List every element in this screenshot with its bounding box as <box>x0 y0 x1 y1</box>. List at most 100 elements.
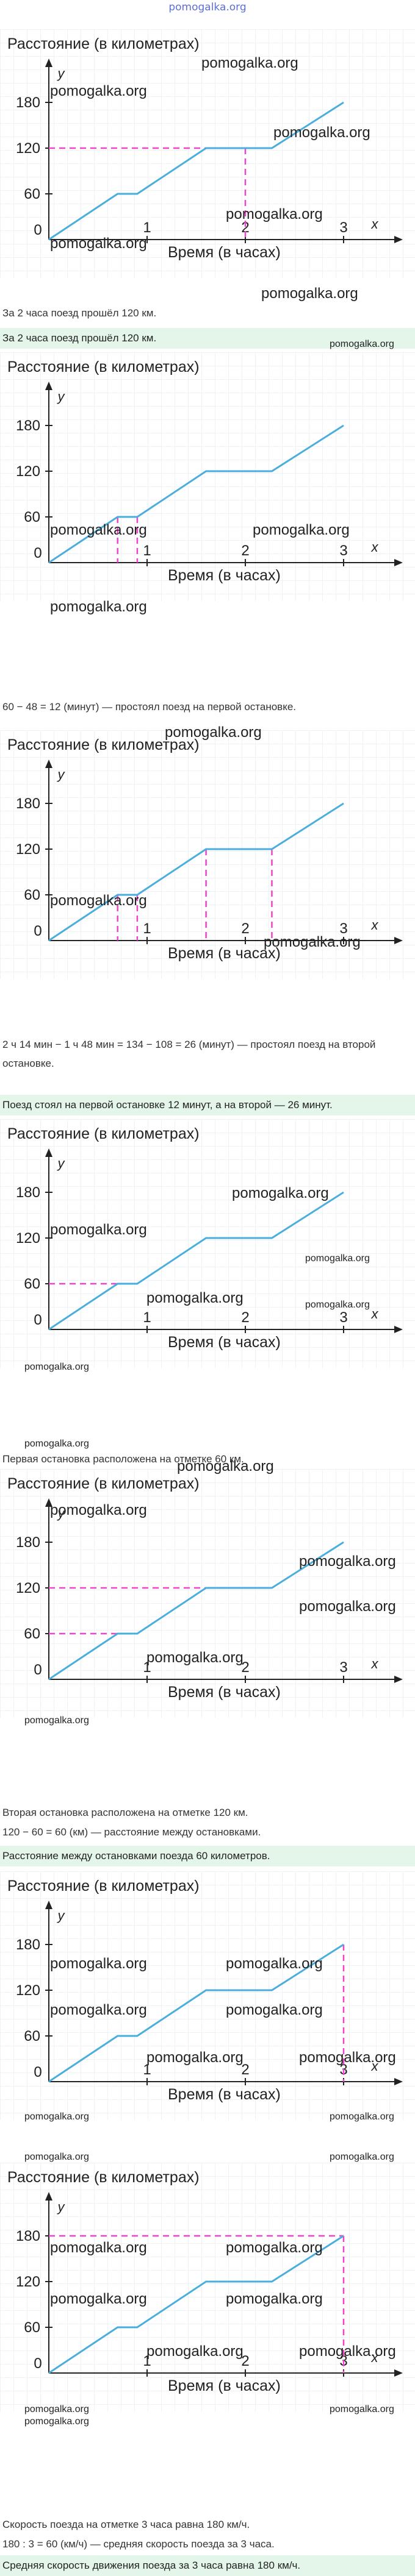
origin-label: 0 <box>34 2355 42 2372</box>
y-tick-label: 120 <box>16 1230 40 1247</box>
x-axis-arrow <box>394 236 403 243</box>
watermark: pomogalka.org <box>24 1715 89 1726</box>
series-line <box>48 1191 344 1331</box>
answer-s5: Расстояние между остановками поезда 60 к… <box>0 1846 415 1866</box>
x-tick-label: 2 <box>241 543 249 559</box>
graph-panel-1: x y 0 1 2 3 60 120 180 pomogalka.org pomogalka.o… <box>0 29 415 302</box>
watermark: pomogalka.org <box>299 1598 396 1615</box>
site-logo[interactable]: pomogalka.org <box>168 1 247 13</box>
y-axis-arrow <box>45 382 52 390</box>
watermark: pomogalka.org <box>50 1222 147 1238</box>
origin-label: 0 <box>34 222 42 238</box>
watermark: pomogalka.org <box>50 2240 147 2256</box>
x-tick-label: 1 <box>143 2353 151 2369</box>
y-tick-label: 180 <box>16 2228 40 2244</box>
y-axis-arrow <box>45 760 52 768</box>
watermark: pomogalka.org <box>50 83 147 99</box>
series-line <box>48 1943 344 2083</box>
chart-title: Расстояние (в километрах) <box>7 358 200 375</box>
graph-panel-3: x y 0 1 2 3 60 120 180 pomogalka.org pomogalka.o… <box>0 724 415 979</box>
y-axis-letter: y <box>57 66 66 81</box>
x-axis-label: Время (в часах) <box>168 567 281 584</box>
origin-label: 0 <box>34 545 42 561</box>
x-axis-arrow <box>394 1676 403 1683</box>
y-axis-letter: y <box>57 2199 66 2215</box>
watermark: pomogalka.org <box>50 2002 147 2018</box>
watermark: pomogalka.org <box>50 522 147 538</box>
y-tick-label: 60 <box>24 2028 40 2044</box>
note-s3: 2 ч 14 мин − 1 ч 48 мин = 134 − 108 = 26… <box>2 1039 376 1069</box>
watermark: pomogalka.org <box>50 1955 147 1972</box>
y-axis-letter: y <box>57 1908 66 1923</box>
x-axis-letter: x <box>371 2350 379 2365</box>
y-tick-label: 60 <box>24 887 40 903</box>
x-axis-label: Время (в часах) <box>168 1334 281 1351</box>
chart-title: Расстояние (в километрах) <box>7 1125 200 1142</box>
x-tick-label: 3 <box>339 1309 347 1326</box>
y-axis-arrow <box>45 1498 52 1507</box>
watermark: pomogalka.org <box>253 522 350 538</box>
x-tick-label: 3 <box>339 1659 347 1676</box>
x-tick-label: 1 <box>143 543 151 559</box>
graph-panel-5: x y 0 1 2 3 60 120 180 pomogalka.org pomogalka.o… <box>0 1458 415 1726</box>
x-axis-letter: x <box>371 539 379 555</box>
y-axis-arrow <box>45 59 52 67</box>
watermark: pomogalka.org <box>24 2112 89 2122</box>
watermark: pomogalka.org <box>24 2416 89 2427</box>
x-tick-label: 2 <box>241 920 249 937</box>
y-tick-label: 120 <box>16 841 40 858</box>
watermark: pomogalka.org <box>330 2112 394 2122</box>
watermark: pomogalka.org <box>264 934 361 950</box>
y-axis-letter: y <box>57 1156 66 1171</box>
x-axis-letter: x <box>371 917 379 933</box>
y-tick-label: 60 <box>24 1276 40 1292</box>
y-axis-letter: y <box>57 767 66 782</box>
series-line <box>48 802 344 942</box>
y-tick-label: 180 <box>16 1184 40 1201</box>
x-tick-label: 1 <box>143 2062 151 2078</box>
x-tick-label: 2 <box>241 219 249 236</box>
x-tick-label: 2 <box>241 1309 249 1326</box>
watermark: pomogalka.org <box>50 599 147 615</box>
watermark: pomogalka.org <box>24 1439 89 1449</box>
watermark: pomogalka.org <box>261 285 358 302</box>
note-s1: За 2 часа поезд прошёл 120 км. <box>2 307 157 319</box>
watermark: pomogalka.org <box>305 1300 370 1310</box>
x-tick-label: 2 <box>241 1659 249 1676</box>
watermark: pomogalka.org <box>24 1362 89 1372</box>
watermark: pomogalka.org <box>299 2343 396 2360</box>
watermark: pomogalka.org <box>299 1553 396 1570</box>
x-axis-letter: x <box>371 2058 379 2074</box>
chart-title: Расстояние (в километрах) <box>7 736 200 753</box>
y-tick-label: 60 <box>24 509 40 525</box>
x-tick-label: 3 <box>339 920 347 937</box>
note-s7-a: Скорость поезда на отметке 3 часа равна … <box>2 2519 250 2530</box>
x-tick-label: 2 <box>241 2062 249 2078</box>
x-axis-label: Время (в часах) <box>168 2377 281 2394</box>
watermark: pomogalka.org <box>330 339 394 349</box>
watermark: pomogalka.org <box>226 2240 323 2256</box>
y-tick-label: 180 <box>16 1534 40 1551</box>
y-tick-label: 120 <box>16 1982 40 1999</box>
watermark: pomogalka.org <box>146 2049 244 2066</box>
watermark: pomogalka.org <box>50 235 147 252</box>
graph-panel-2: x y 0 1 2 3 60 120 180 pomogalka.org pomogalka.o… <box>0 339 415 615</box>
x-tick-label: 1 <box>143 920 151 937</box>
watermark: pomogalka.org <box>24 2152 89 2162</box>
series-line <box>48 2235 344 2374</box>
watermark: pomogalka.org <box>50 892 147 909</box>
y-tick-label: 60 <box>24 2319 40 2336</box>
series-line <box>48 424 344 564</box>
note-s5-b: 120 − 60 = 60 (км) — расстояние между ос… <box>2 1826 261 1838</box>
answer-s7: Средняя скорость движения поезда за 3 ча… <box>0 2555 415 2576</box>
note-s4: Первая остановка расположена на отметке … <box>2 1453 244 1465</box>
graph-panel-4: x y 0 1 2 3 60 120 180 pomogalka.org pomogalka.o… <box>0 1119 415 1372</box>
y-axis-arrow <box>45 2192 52 2201</box>
